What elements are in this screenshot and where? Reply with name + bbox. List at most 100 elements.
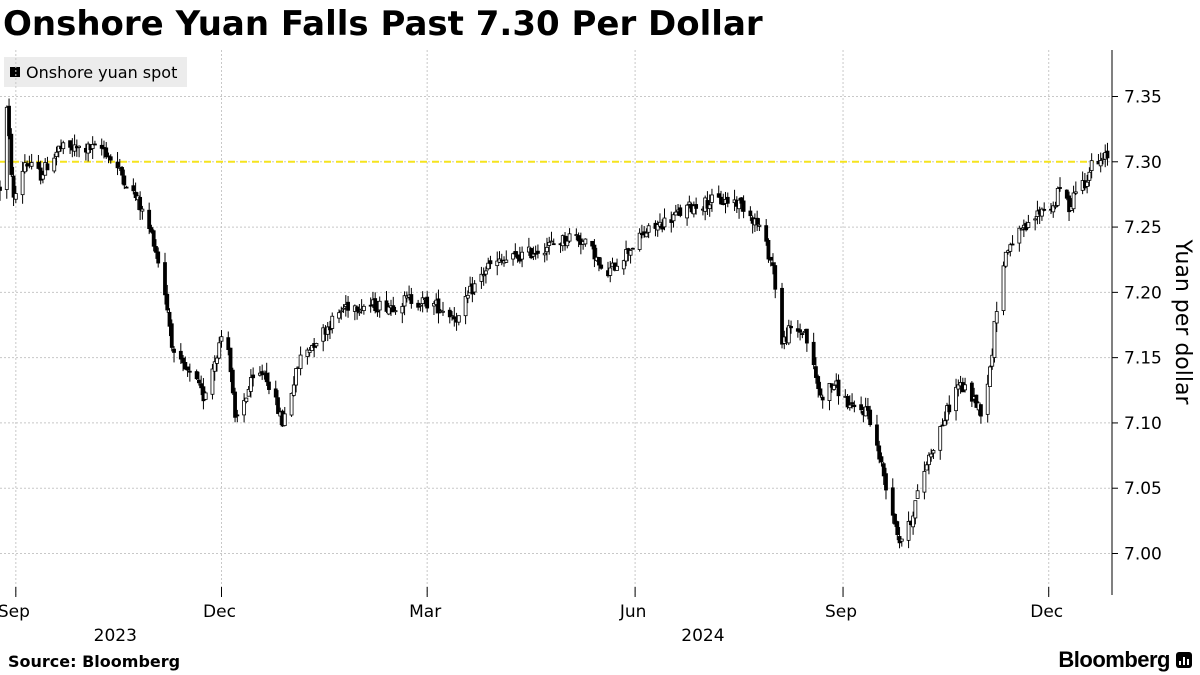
candle: [418, 303, 423, 312]
candle-body: [196, 379, 201, 384]
candle: [868, 405, 873, 427]
candle-body: [310, 345, 314, 352]
candle: [757, 218, 762, 232]
chart-title: Onshore Yuan Falls Past 7.30 Per Dollar: [3, 4, 763, 44]
candle-body: [954, 386, 958, 412]
candle: [963, 377, 967, 393]
candle: [194, 369, 199, 380]
candle: [707, 194, 712, 217]
x-year-label: 2023: [94, 626, 137, 646]
candle: [210, 363, 215, 400]
y-tick-label: 7.15: [1124, 349, 1162, 369]
candle-body: [685, 204, 689, 219]
candle: [72, 134, 77, 157]
candle-body: [748, 210, 753, 217]
candle: [384, 291, 389, 314]
candle: [154, 239, 158, 259]
candle-body: [481, 274, 486, 277]
candle-body: [536, 250, 540, 254]
candle-body: [895, 521, 900, 536]
candle: [1001, 261, 1006, 316]
candle: [1010, 235, 1015, 246]
candle: [242, 393, 246, 423]
candle-body: [386, 306, 391, 315]
candle: [721, 193, 726, 206]
candle: [420, 291, 425, 313]
candle: [108, 154, 113, 164]
candle: [251, 367, 256, 387]
candle-body: [739, 197, 744, 204]
candle-body: [384, 300, 389, 312]
candle: [203, 391, 208, 401]
candle: [710, 188, 714, 212]
candle: [881, 462, 886, 485]
candle: [511, 252, 515, 266]
candle: [768, 256, 773, 267]
candle: [551, 238, 556, 246]
candle-body: [531, 253, 536, 257]
candle: [248, 369, 253, 398]
candle-body: [890, 487, 895, 516]
candle: [486, 257, 491, 271]
candle: [264, 362, 269, 386]
candle: [29, 153, 34, 170]
candle-body: [1019, 228, 1024, 231]
x-axis: Sep Dec Mar Jun Sep Dec 2023 2024: [0, 587, 1063, 646]
candle: [310, 344, 314, 352]
candle-body: [707, 204, 712, 210]
candle-body: [719, 196, 723, 205]
candle: [877, 440, 882, 464]
candle: [1026, 214, 1031, 229]
candle-body: [716, 193, 721, 198]
candle: [988, 365, 992, 387]
candle: [795, 320, 800, 338]
candle-body: [827, 382, 832, 401]
candle: [1051, 201, 1056, 218]
candle: [307, 346, 312, 357]
candle-body: [402, 295, 407, 307]
candle: [621, 259, 626, 275]
candle-body: [574, 234, 579, 236]
candle-body: [187, 370, 192, 373]
candle: [393, 306, 398, 315]
candle-body: [741, 200, 746, 212]
candle-body: [29, 162, 34, 167]
candle: [373, 292, 378, 314]
candle: [597, 256, 601, 272]
candle: [181, 354, 185, 372]
candle-body: [694, 204, 699, 209]
candle-body: [246, 389, 251, 397]
candle: [615, 258, 619, 271]
candle-body: [212, 361, 217, 372]
candle: [608, 260, 613, 283]
candle: [931, 448, 936, 459]
candle-body: [814, 366, 818, 378]
candle: [847, 395, 852, 411]
candle: [436, 289, 441, 324]
candle-body: [93, 143, 97, 146]
candle: [90, 136, 95, 159]
candle-body: [922, 470, 927, 493]
candle-body: [637, 232, 642, 250]
candle: [156, 247, 161, 268]
candle: [637, 228, 642, 252]
candle: [780, 282, 784, 349]
candle: [748, 206, 753, 221]
candle: [899, 538, 904, 547]
candle-body: [1051, 205, 1056, 213]
candle: [357, 303, 362, 316]
candle-body: [1071, 192, 1076, 210]
candle-body: [780, 287, 784, 345]
candle: [289, 392, 294, 417]
candle: [956, 379, 961, 397]
candle: [1040, 207, 1044, 221]
candle: [520, 246, 524, 268]
candle: [400, 303, 405, 324]
candle: [816, 374, 821, 398]
candle: [694, 197, 699, 215]
candle: [1067, 191, 1071, 222]
candle-body: [314, 343, 319, 347]
candle: [789, 320, 793, 334]
candle: [115, 151, 120, 176]
candle-body: [994, 311, 999, 324]
